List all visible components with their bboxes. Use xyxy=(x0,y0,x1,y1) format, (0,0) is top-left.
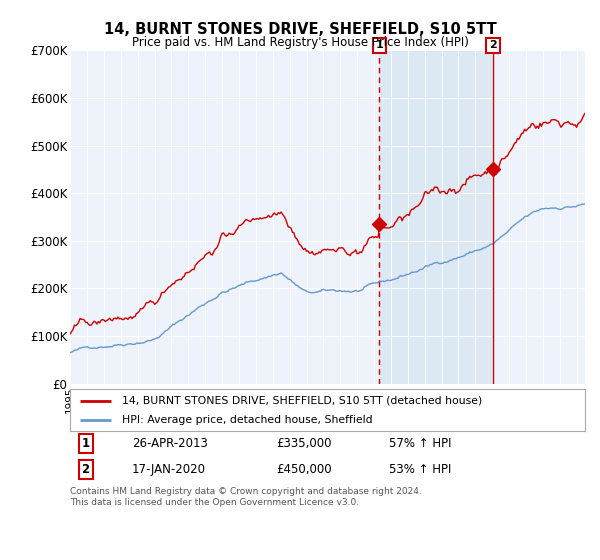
Text: 17-JAN-2020: 17-JAN-2020 xyxy=(132,463,206,476)
Text: Contains HM Land Registry data © Crown copyright and database right 2024.
This d: Contains HM Land Registry data © Crown c… xyxy=(70,487,422,507)
Text: Price paid vs. HM Land Registry's House Price Index (HPI): Price paid vs. HM Land Registry's House … xyxy=(131,36,469,49)
Bar xyxy=(379,50,493,384)
Text: 26-APR-2013: 26-APR-2013 xyxy=(132,437,208,450)
Text: 1: 1 xyxy=(376,40,383,50)
Text: 14, BURNT STONES DRIVE, SHEFFIELD, S10 5TT (detached house): 14, BURNT STONES DRIVE, SHEFFIELD, S10 5… xyxy=(122,395,482,405)
Text: 2: 2 xyxy=(82,463,90,476)
Text: 1: 1 xyxy=(82,437,90,450)
Text: 2: 2 xyxy=(489,40,497,50)
Text: HPI: Average price, detached house, Sheffield: HPI: Average price, detached house, Shef… xyxy=(122,415,373,425)
Text: 14, BURNT STONES DRIVE, SHEFFIELD, S10 5TT: 14, BURNT STONES DRIVE, SHEFFIELD, S10 5… xyxy=(104,22,496,38)
Text: £450,000: £450,000 xyxy=(276,463,332,476)
Text: 53% ↑ HPI: 53% ↑ HPI xyxy=(389,463,452,476)
Text: £335,000: £335,000 xyxy=(276,437,332,450)
Text: 57% ↑ HPI: 57% ↑ HPI xyxy=(389,437,452,450)
